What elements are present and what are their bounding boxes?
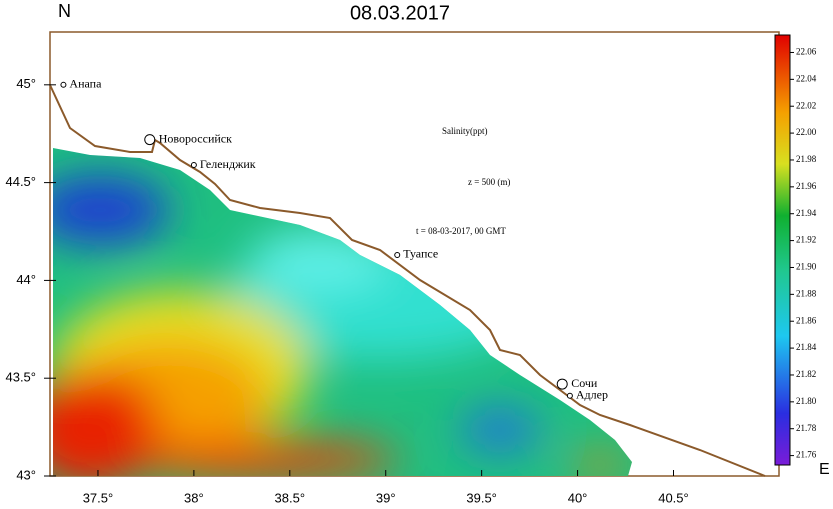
city-label: Сочи (571, 376, 598, 390)
annotation: z = 500 (m) (468, 177, 510, 187)
city-marker (556, 378, 568, 390)
city-label: Геленджик (200, 157, 256, 171)
colorbar-tick-label: 21.78 (796, 423, 817, 433)
x-tick-label: 38.5° (275, 490, 306, 505)
city-label: Анапа (69, 77, 102, 91)
colorbar-tick-label: 21.76 (796, 450, 817, 460)
city-label: Адлер (576, 388, 608, 402)
annotation: Salinity(ppt) (442, 126, 488, 136)
y-tick-label: 44° (16, 272, 36, 287)
y-tick-label: 43.5° (5, 370, 36, 385)
colorbar-tick-label: 21.88 (796, 288, 817, 298)
north-label: N (58, 1, 71, 21)
city-marker (144, 134, 156, 146)
city-marker (60, 81, 67, 88)
x-tick-label: 37.5° (83, 490, 114, 505)
colorbar-tick-label: 21.90 (796, 262, 817, 272)
x-tick-label: 40° (568, 490, 588, 505)
salinity-field (53, 148, 632, 476)
y-tick-label: 43° (16, 467, 36, 482)
colorbar-tick-label: 21.98 (796, 154, 817, 164)
city-marker (394, 251, 401, 258)
city-marker (566, 392, 573, 399)
colorbar-tick-label: 21.86 (796, 315, 817, 325)
colorbar-tick-label: 21.84 (796, 342, 817, 352)
colorbar (774, 34, 791, 466)
colorbar-tick-label: 22.06 (796, 47, 817, 57)
y-tick-label: 45° (16, 76, 36, 91)
x-tick-label: 39° (376, 490, 396, 505)
colorbar-tick-label: 21.92 (796, 235, 816, 245)
colorbar-tick-label: 21.82 (796, 369, 816, 379)
x-tick-label: 38° (184, 490, 204, 505)
x-tick-label: 40.5° (658, 490, 689, 505)
y-tick-label: 44.5° (5, 174, 36, 189)
east-label: E (819, 461, 830, 478)
city-marker (190, 162, 197, 169)
title: 08.03.2017 (350, 2, 450, 24)
colorbar-tick-label: 21.80 (796, 396, 817, 406)
colorbar-tick-label: 22.00 (796, 127, 817, 137)
x-tick-label: 39.5° (466, 490, 497, 505)
city-label: Новороссийск (159, 131, 232, 145)
colorbar-tick-label: 22.02 (796, 100, 816, 110)
colorbar-tick-label: 21.94 (796, 208, 817, 218)
city-label: Туапсе (403, 247, 438, 261)
annotation: t = 08-03-2017, 00 GMT (416, 226, 506, 236)
colorbar-tick-label: 21.96 (796, 181, 817, 191)
colorbar-tick-label: 22.04 (796, 73, 817, 83)
